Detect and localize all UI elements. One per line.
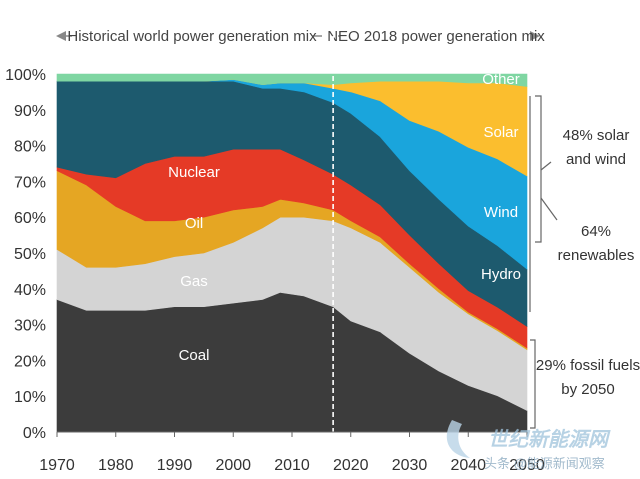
y-tick-label: 70% [14, 174, 46, 191]
bracket-solar-wind [535, 95, 552, 243]
annotation-solar-wind-line1: 48% solar [563, 127, 630, 144]
x-tick-label: 2000 [215, 457, 251, 474]
watermark-sub: 头条 @能源新闻观察 [484, 456, 605, 471]
y-tick-label: 80% [14, 139, 46, 156]
annotation-solar-wind-line2: and wind [566, 151, 626, 168]
y-tick-label: 90% [14, 103, 46, 120]
header-historical: Historical world power generation mix [56, 24, 322, 46]
label-other: Other [482, 71, 520, 88]
x-tick-label: 2050 [509, 457, 545, 474]
label-oil: Oil [185, 215, 203, 232]
label-hydro: Hydro [481, 266, 521, 283]
x-tick-label: 2040 [450, 457, 486, 474]
label-wind: Wind [484, 204, 518, 221]
watermark-main: 世纪新能源网 [488, 428, 611, 451]
x-axis-ticks: 1970 1980 1990 2000 2010 2020 2030 2040 2050 [39, 432, 545, 474]
annotation-fossil-line2: by 2050 [561, 381, 614, 398]
y-tick-label: 40% [14, 282, 46, 299]
watermark: 世纪新能源网 头条 @能源新闻观察 [446, 420, 611, 471]
forecast-header-label: NEO 2018 power generation mix [327, 28, 545, 45]
annotation-fossil-line1: 29% fossil fuels [536, 357, 640, 374]
annotation-renewables-line1: 64% [581, 223, 611, 240]
y-tick-label: 60% [14, 210, 46, 227]
historical-header-label: Historical world power generation mix [67, 28, 317, 45]
y-tick-label: 30% [14, 318, 46, 335]
x-tick-label: 1990 [157, 457, 193, 474]
x-tick-label: 1980 [98, 457, 134, 474]
label-coal: Coal [179, 347, 210, 364]
stacked-areas [56, 73, 528, 433]
x-tick-label: 2010 [274, 457, 310, 474]
x-tick-label: 2020 [333, 457, 369, 474]
y-axis-ticks: 0% 10% 20% 30% 40% 50% 60% 70% 80% 90% 100% [5, 67, 46, 442]
y-tick-label: 10% [14, 389, 46, 406]
bracket-renewables [529, 96, 558, 312]
watermark-logo-icon [446, 420, 470, 458]
y-tick-label: 50% [14, 246, 46, 263]
y-tick-label: 20% [14, 353, 46, 370]
y-tick-label: 100% [5, 67, 46, 84]
x-tick-label: 2030 [392, 457, 428, 474]
label-gas: Gas [180, 273, 208, 290]
x-tick-label: 1970 [39, 457, 75, 474]
label-solar: Solar [483, 124, 518, 141]
bracket-fossil [530, 339, 536, 429]
header-forecast: NEO 2018 power generation mix [327, 24, 545, 46]
label-nuclear: Nuclear [168, 164, 220, 181]
y-tick-label: 0% [23, 425, 46, 442]
annotation-renewables-line2: renewables [558, 247, 635, 264]
area-other [56, 73, 528, 87]
